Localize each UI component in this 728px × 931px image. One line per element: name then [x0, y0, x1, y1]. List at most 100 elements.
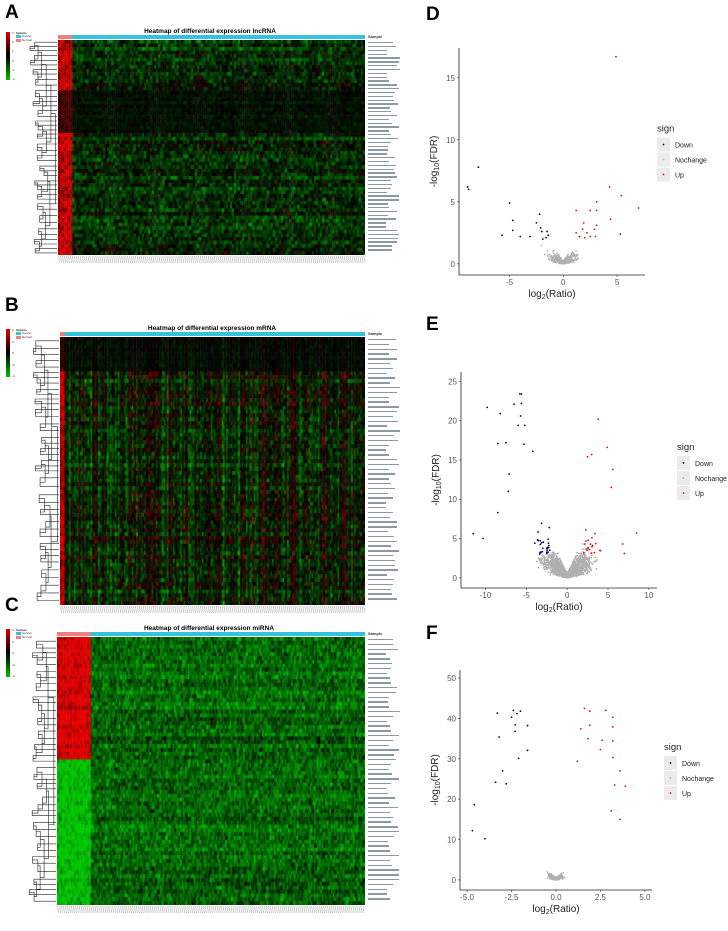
- annotation-legend-label: Normal: [22, 635, 32, 639]
- heatmap-lncrna: Heatmap of differential expression lncRN…: [0, 20, 420, 270]
- point-nochange: [564, 258, 567, 261]
- point-down: [539, 226, 542, 229]
- row-label: [368, 95, 393, 98]
- point-nochange: [554, 877, 557, 880]
- point-nochange: [557, 552, 559, 555]
- row-label: [368, 76, 388, 78]
- point-nochange: [543, 560, 546, 562]
- row-label: [368, 574, 387, 576]
- row-label: [368, 203, 389, 205]
- row-label: [368, 358, 397, 360]
- point-down: [520, 402, 523, 405]
- color-scale-tick: 2: [12, 639, 14, 644]
- point-nochange: [556, 561, 559, 563]
- point-up: [606, 446, 609, 449]
- row-label: [368, 516, 391, 518]
- annotation-legend-swatch: [16, 332, 21, 335]
- x-axis-label: log2(Ratio): [532, 904, 579, 916]
- point-nochange: [565, 576, 568, 578]
- point-up: [587, 547, 589, 549]
- annotation-legend-title: Sample: [16, 628, 27, 632]
- volcano-plot-mirna: -5.0 -2.5 0.0 2.5 5.0 0 10 20 30 40 50 log2(Ratio) -…: [430, 670, 714, 916]
- point-down: [501, 234, 503, 237]
- point-up: [620, 194, 623, 197]
- point-nochange: [549, 567, 552, 569]
- point-up: [612, 468, 614, 471]
- point-nochange: [578, 556, 580, 558]
- row-label: [368, 483, 392, 485]
- row-label: [368, 658, 391, 660]
- point-nochange: [548, 258, 551, 261]
- point-up: [609, 218, 612, 221]
- row-label: [368, 226, 387, 228]
- row-label: [368, 459, 398, 461]
- row-label: [368, 183, 392, 186]
- row-label: [368, 667, 391, 670]
- row-label: [368, 367, 394, 370]
- row-label: [368, 172, 396, 174]
- point-down: [511, 229, 514, 232]
- legend-label: Up: [682, 791, 691, 798]
- row-label: [368, 53, 388, 55]
- point-nochange: [552, 875, 555, 878]
- color-scale-tick: -4: [12, 674, 15, 678]
- annotation-row-label: Sample: [368, 631, 383, 636]
- row-label: [368, 569, 398, 571]
- row-label: [368, 126, 399, 128]
- row-label: [368, 153, 387, 155]
- point-nochange: [555, 565, 557, 568]
- point-nochange: [550, 562, 553, 565]
- row-label: [368, 468, 390, 470]
- row-dendrogram: [29, 41, 57, 254]
- point-down: [508, 202, 511, 204]
- annotation-legend-label: Cancer: [22, 331, 32, 335]
- row-label: [368, 80, 389, 82]
- row-label: [368, 168, 394, 170]
- point-nochange: [581, 555, 584, 558]
- point-down: [466, 186, 469, 188]
- sample-annotation-cancer: [90, 632, 365, 636]
- point-nochange: [573, 571, 576, 574]
- point-nochange: [572, 561, 574, 563]
- y-tick-label: 20: [447, 795, 456, 804]
- point-nochange: [544, 557, 546, 559]
- annotation-legend-title: Sample: [16, 31, 27, 35]
- x-axis-label: log2(Ratio): [535, 602, 582, 614]
- point-down: [535, 222, 538, 224]
- row-label: [368, 502, 387, 504]
- point-down: [514, 723, 517, 726]
- point-nochange: [559, 564, 562, 567]
- row-label: [368, 348, 398, 350]
- point-down: [510, 716, 513, 719]
- point-down: [477, 166, 480, 168]
- point-nochange: [540, 559, 543, 562]
- row-label: [368, 88, 400, 90]
- y-tick-label: 15: [446, 74, 455, 83]
- point-nochange: [552, 555, 555, 557]
- row-label: [368, 233, 400, 236]
- point-down: [548, 526, 551, 529]
- point-down: [547, 542, 550, 545]
- point-nochange: [584, 558, 586, 561]
- point-down: [547, 538, 550, 541]
- point-nochange: [559, 561, 562, 564]
- heatmap-title: Heatmap of differential expression mRNA: [147, 325, 277, 332]
- point-nochange: [565, 573, 568, 576]
- row-label: [368, 57, 400, 59]
- point-nochange: [594, 560, 597, 563]
- point-nochange: [550, 564, 553, 566]
- point-up: [611, 740, 614, 742]
- point-nochange: [577, 257, 579, 259]
- row-label: [368, 701, 389, 703]
- point-nochange: [546, 560, 549, 563]
- row-label: [368, 787, 387, 790]
- point-nochange: [562, 569, 565, 571]
- point-nochange: [549, 559, 552, 562]
- point-down: [519, 710, 522, 713]
- color-scale-bar: [6, 329, 10, 377]
- row-label: [368, 763, 391, 766]
- point-nochange: [553, 259, 556, 261]
- row-label: [368, 593, 392, 595]
- point-down: [546, 549, 548, 552]
- row-label: [368, 691, 396, 694]
